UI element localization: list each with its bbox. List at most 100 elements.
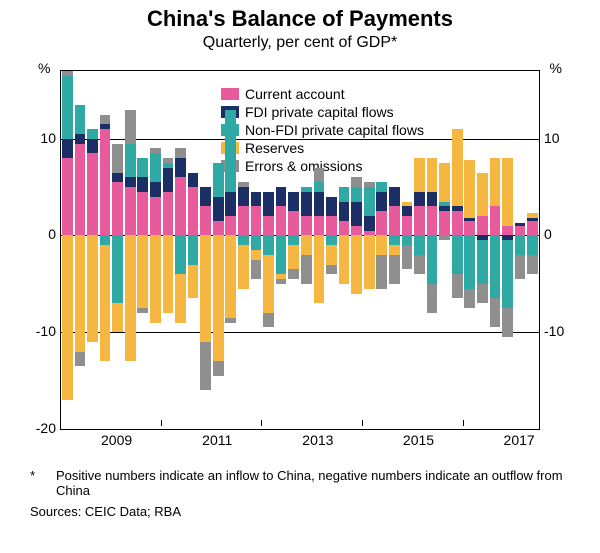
bar-group xyxy=(439,71,450,429)
bar-segment-fdi xyxy=(452,206,463,211)
bar-segment-current_account xyxy=(137,192,148,236)
bar-group xyxy=(376,71,387,429)
x-tick-label: 2017 xyxy=(504,432,535,448)
bar-segment-current_account xyxy=(238,206,249,235)
bar-segment-current_account xyxy=(490,206,501,235)
bar-group xyxy=(163,71,174,429)
bar-segment-current_account xyxy=(452,211,463,235)
bar-segment-current_account xyxy=(225,216,236,235)
bar-segment-errors xyxy=(439,235,450,240)
bar-segment-errors xyxy=(251,260,262,279)
bar-segment-fdi xyxy=(402,206,413,216)
bar-segment-reserves xyxy=(326,245,337,264)
bar-segment-fdi xyxy=(439,206,450,211)
bar-segment-errors xyxy=(351,177,362,187)
bar-group xyxy=(87,71,98,429)
bar-segment-nonfdi xyxy=(62,76,73,139)
bar-segment-errors xyxy=(112,144,123,173)
bar-segment-errors xyxy=(288,269,299,279)
bar-segment-nonfdi xyxy=(251,235,262,250)
bar-group xyxy=(225,71,236,429)
bar-segment-reserves xyxy=(251,250,262,260)
bar-segment-fdi xyxy=(225,192,236,216)
bar-segment-current_account xyxy=(288,211,299,235)
bar-group xyxy=(351,71,362,429)
bar-segment-nonfdi xyxy=(175,235,186,274)
bar-segment-reserves xyxy=(137,235,148,308)
y-tick-label-left: 0 xyxy=(20,226,56,242)
bar-segment-errors xyxy=(100,115,111,125)
bar-group xyxy=(238,71,249,429)
bar-group xyxy=(301,71,312,429)
bar-segment-nonfdi xyxy=(351,187,362,202)
bar-segment-errors xyxy=(502,308,513,337)
bar-segment-errors xyxy=(452,274,463,298)
bar-segment-current_account xyxy=(213,221,224,236)
bar-segment-nonfdi xyxy=(339,187,350,202)
chart-area: % % Current accountFDI private capital f… xyxy=(20,60,580,460)
bar-segment-nonfdi xyxy=(502,240,513,308)
bar-segment-current_account xyxy=(251,206,262,235)
bar-segment-current_account xyxy=(263,216,274,235)
bar-group xyxy=(251,71,262,429)
bar-segment-reserves xyxy=(301,235,312,254)
bar-segment-reserves xyxy=(527,213,538,218)
bar-segment-nonfdi xyxy=(276,235,287,274)
bar-group xyxy=(62,71,73,429)
bar-segment-fdi xyxy=(301,192,312,216)
bar-group xyxy=(477,71,488,429)
bar-segment-fdi xyxy=(364,216,375,231)
sources-line: Sources: CEIC Data; RBA xyxy=(30,504,570,519)
bar-segment-reserves xyxy=(62,235,73,399)
bar-segment-current_account xyxy=(75,144,86,236)
bar-group xyxy=(502,71,513,429)
bar-segment-reserves xyxy=(402,202,413,207)
bar-segment-errors xyxy=(276,279,287,284)
bar-segment-nonfdi xyxy=(137,158,148,177)
bar-segment-errors xyxy=(163,158,174,163)
plot-region: Current accountFDI private capital flows… xyxy=(60,70,540,430)
bar-segment-fdi xyxy=(351,202,362,226)
bar-segment-nonfdi xyxy=(402,235,413,245)
bar-segment-current_account xyxy=(515,226,526,236)
bar-segment-fdi xyxy=(87,139,98,154)
bar-segment-errors xyxy=(150,148,161,153)
bar-segment-errors xyxy=(200,342,211,390)
bar-segment-current_account xyxy=(125,187,136,235)
bar-segment-fdi xyxy=(376,192,387,211)
bar-segment-errors xyxy=(515,255,526,279)
x-tick-label: 2013 xyxy=(302,432,333,448)
y-tick-label-left: 10 xyxy=(20,130,56,146)
bar-segment-nonfdi xyxy=(163,163,174,168)
bar-segment-reserves xyxy=(213,235,224,361)
bar-group xyxy=(527,71,538,429)
bar-segment-current_account xyxy=(477,216,488,235)
bar-segment-fdi xyxy=(175,158,186,177)
bar-group xyxy=(175,71,186,429)
bar-segment-errors xyxy=(301,255,312,284)
bar-segment-reserves xyxy=(414,158,425,192)
bar-segment-fdi xyxy=(263,192,274,216)
bar-segment-reserves xyxy=(125,235,136,361)
bar-group xyxy=(150,71,161,429)
bar-segment-reserves xyxy=(364,235,375,288)
bar-segment-nonfdi xyxy=(288,235,299,245)
bar-segment-reserves xyxy=(490,158,501,206)
bar-segment-current_account xyxy=(163,192,174,236)
bar-segment-nonfdi xyxy=(376,182,387,192)
bar-segment-fdi xyxy=(62,139,73,158)
bar-segment-nonfdi xyxy=(326,235,337,245)
bar-segment-current_account xyxy=(414,206,425,235)
bar-segment-current_account xyxy=(439,211,450,235)
bar-segment-current_account xyxy=(326,216,337,235)
bar-segment-reserves xyxy=(225,235,236,317)
bar-group xyxy=(339,71,350,429)
bar-segment-errors xyxy=(490,298,501,327)
bar-segment-errors xyxy=(402,245,413,269)
bar-group xyxy=(515,71,526,429)
bar-segment-reserves xyxy=(502,158,513,226)
bar-segment-fdi xyxy=(427,192,438,207)
bar-segment-errors xyxy=(326,265,337,275)
bar-segment-reserves xyxy=(351,235,362,293)
bar-segment-current_account xyxy=(150,197,161,236)
